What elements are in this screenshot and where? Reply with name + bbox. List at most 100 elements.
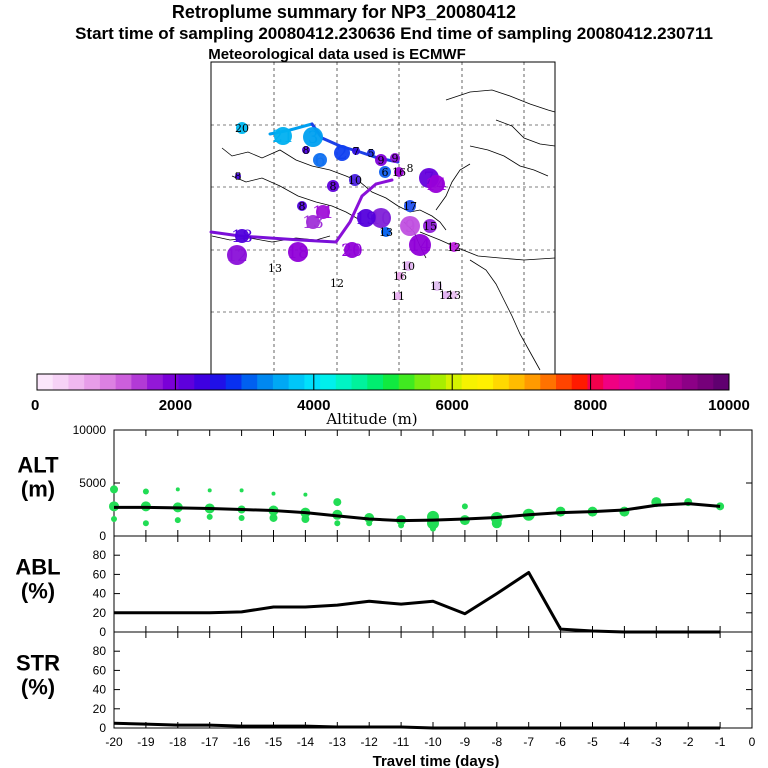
colorbar-cell	[241, 374, 258, 390]
x-tick-label: -10	[424, 735, 442, 749]
plume-marker	[371, 208, 391, 228]
meteorology-subtitle: Meteorological data used is ECMWF	[208, 46, 466, 63]
map-day-label: 14	[425, 175, 447, 195]
colorbar-tick-label: 4000	[297, 397, 330, 414]
y-axis-units-alt: (m)	[21, 476, 55, 501]
map-day-label: 9	[405, 217, 416, 237]
map-day-label: 15	[423, 220, 437, 233]
colorbar-cell	[225, 374, 242, 390]
map-day-label: 10	[348, 174, 362, 187]
x-tick-label: -18	[169, 735, 187, 749]
plume-marker	[303, 127, 323, 147]
time-series-panels: ALT(m)1000050000ABL(%)806040200STR(%)806…	[15, 423, 755, 768]
plume-marker	[432, 281, 442, 291]
map-day-label: 7	[424, 169, 435, 189]
map-day-label: 16	[393, 270, 407, 283]
plume-marker	[288, 242, 308, 262]
colorbar-cell	[540, 374, 557, 390]
map-day-label: 13	[302, 213, 324, 233]
colorbar-tick-label: 10000	[708, 397, 750, 414]
y-axis-label-str: STR	[16, 650, 60, 675]
x-tick-label: -15	[265, 735, 283, 749]
y-tick-label: 20	[93, 702, 107, 716]
x-tick-label: -19	[137, 735, 155, 749]
colorbar-cell	[556, 374, 573, 390]
colorbar-cell	[681, 374, 699, 390]
colorbar-cell	[461, 374, 478, 390]
y-tick-label: 0	[99, 529, 106, 543]
map-day-label: 9	[378, 154, 385, 167]
colorbar-cell	[210, 374, 227, 390]
colorbar-cell	[383, 374, 400, 390]
series-line-alt	[114, 502, 721, 523]
x-tick-label: -1	[715, 735, 726, 749]
x-tick-label: -20	[105, 735, 123, 749]
chart-title: Retroplume summary for NP3_20080412	[171, 2, 517, 22]
altitude-colorbar: 0 2000 4000 6000 8000 10000 Altitude (m)	[31, 373, 750, 428]
plume-marker	[450, 291, 458, 299]
plume-marker	[235, 229, 249, 243]
plume-point	[333, 498, 342, 507]
y-axis-label-alt: ALT	[17, 452, 59, 477]
colorbar-tick-label: 2000	[159, 397, 192, 414]
plume-marker	[302, 146, 310, 154]
plume-marker	[427, 175, 445, 193]
plume-markers	[227, 122, 459, 300]
plume-point	[238, 514, 245, 521]
panel-alt: ALT(m) 10000 5000 0	[17, 423, 753, 543]
plume-marker	[442, 291, 450, 299]
colorbar-cell	[147, 374, 164, 390]
colorbar-cell	[477, 374, 494, 390]
colorbar-cell	[37, 374, 54, 390]
colorbar-cell	[131, 374, 148, 390]
colorbar-cell	[351, 374, 368, 390]
colorbar-cell	[697, 374, 714, 390]
map-day-label: 3	[308, 128, 319, 148]
plume-marker	[396, 272, 404, 280]
x-tick-label: -6	[555, 735, 566, 749]
plume-marker	[409, 234, 431, 256]
colorbar-cell	[666, 374, 683, 390]
map-day-label: 19	[355, 209, 377, 229]
plume-marker	[390, 153, 400, 163]
plume-marker	[379, 166, 391, 178]
plume-marker	[344, 242, 360, 258]
plume-marker	[403, 261, 413, 271]
colorbar-label: Altitude (m)	[325, 410, 417, 428]
colorbar-cell	[162, 374, 180, 390]
x-axis-label: Travel time (days)	[373, 753, 500, 768]
plume-point	[334, 520, 341, 527]
y-tick-label: 0	[99, 625, 106, 639]
colorbar-cell	[288, 374, 305, 390]
colorbar-cell	[335, 374, 353, 390]
map-day-label: 17	[403, 200, 417, 213]
plume-marker	[306, 215, 320, 229]
map-day-label: 14	[409, 236, 431, 256]
colorbar-cell	[99, 374, 117, 390]
map-day-label: 7	[353, 145, 360, 158]
map-day-label: 21	[272, 127, 294, 147]
map-day-label: 11	[391, 290, 405, 303]
colorbar-tick-label: 0	[31, 397, 39, 414]
map-gridlines	[211, 62, 555, 374]
map-day-label: 16	[392, 166, 406, 179]
x-tick-label: -4	[619, 735, 630, 749]
series-line-abl	[114, 570, 721, 634]
map-day-label: 12	[330, 277, 344, 290]
y-tick-label: 80	[93, 644, 107, 658]
plume-marker	[316, 205, 330, 219]
plume-point	[207, 488, 212, 493]
colorbar-cell	[650, 374, 667, 390]
colorbar-cell	[68, 374, 85, 390]
colorbar-cell	[430, 374, 447, 390]
plume-point	[491, 518, 502, 529]
y-tick-label: 80	[93, 548, 107, 562]
sampling-time-subtitle: Start time of sampling 20080412.230636 E…	[75, 24, 713, 43]
x-tick-label: -17	[201, 735, 219, 749]
plume-point	[142, 520, 149, 527]
y-tick-label: 40	[93, 587, 107, 601]
colorbar-cell	[320, 374, 337, 390]
map-day-label: 8	[299, 200, 306, 213]
